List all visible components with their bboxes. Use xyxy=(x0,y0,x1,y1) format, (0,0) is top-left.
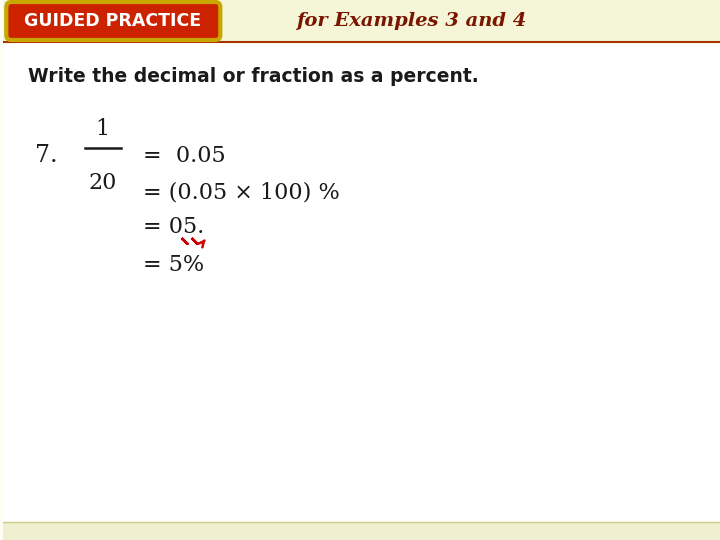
Text: Write the decimal or fraction as a percent.: Write the decimal or fraction as a perce… xyxy=(28,68,479,86)
Text: = 5%: = 5% xyxy=(143,254,204,276)
FancyBboxPatch shape xyxy=(4,42,720,522)
Text: for Examples 3 and 4: for Examples 3 and 4 xyxy=(296,12,526,30)
FancyBboxPatch shape xyxy=(6,2,220,40)
Text: = 05.: = 05. xyxy=(143,216,204,238)
Text: 1: 1 xyxy=(96,118,110,140)
Text: GUIDED PRACTICE: GUIDED PRACTICE xyxy=(24,12,202,30)
Text: =  0.05: = 0.05 xyxy=(143,145,225,167)
Text: = (0.05 × 100) %: = (0.05 × 100) % xyxy=(143,181,339,203)
FancyBboxPatch shape xyxy=(4,0,720,42)
Text: 20: 20 xyxy=(89,172,117,194)
FancyBboxPatch shape xyxy=(4,522,720,540)
Text: 7.: 7. xyxy=(35,144,58,166)
